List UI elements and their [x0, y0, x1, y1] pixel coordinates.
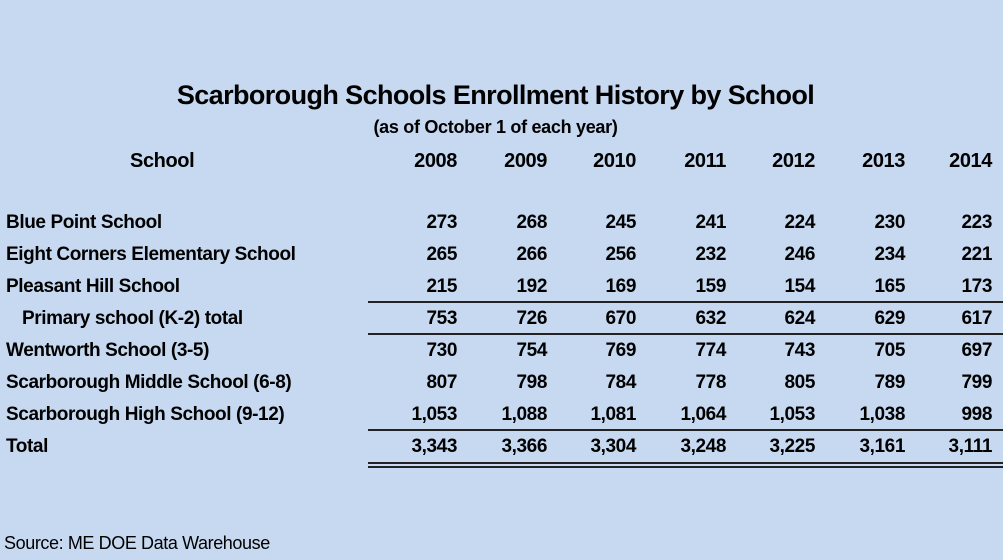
- header-year: 2008: [414, 150, 457, 172]
- enrollment-value: 268: [516, 212, 547, 233]
- school-name: Pleasant Hill School: [6, 276, 180, 297]
- enrollment-value: 998: [961, 404, 992, 425]
- enrollment-value: 3,248: [680, 436, 726, 457]
- table-row: Scarborough High School (9-12) 1,053 1,088…: [0, 400, 1003, 430]
- enrollment-value: 223: [961, 212, 992, 233]
- table-row: Pleasant Hill School 215 192 169 159 154 165 17…: [0, 272, 1003, 302]
- school-name: Blue Point School: [6, 212, 162, 233]
- header-year: 2009: [504, 150, 547, 172]
- enrollment-value: 1,081: [590, 404, 636, 425]
- enrollment-value: 697: [961, 340, 992, 361]
- enrollment-value: 1,088: [501, 404, 547, 425]
- school-name: Total: [6, 436, 48, 457]
- enrollment-value: 798: [516, 372, 547, 393]
- enrollment-value: 232: [695, 244, 726, 265]
- school-name: Wentworth School (3-5): [6, 340, 210, 361]
- header-school: School: [130, 150, 195, 172]
- enrollment-value: 632: [695, 308, 726, 329]
- enrollment-value: 754: [516, 340, 547, 361]
- enrollment-value: 3,225: [769, 436, 815, 457]
- divider-line: [368, 301, 1003, 303]
- enrollment-value: 215: [426, 276, 457, 297]
- enrollment-value: 799: [961, 372, 992, 393]
- enrollment-value: 165: [874, 276, 905, 297]
- table-row: Primary school (K-2) total 753 726 670 632 62…: [0, 304, 1003, 334]
- enrollment-value: 224: [784, 212, 815, 233]
- enrollment-value: 1,053: [411, 404, 457, 425]
- enrollment-value: 273: [426, 212, 457, 233]
- enrollment-value: 789: [874, 372, 905, 393]
- enrollment-value: 234: [874, 244, 905, 265]
- enrollment-value: 3,111: [948, 436, 993, 457]
- enrollment-value: 173: [961, 276, 992, 297]
- enrollment-value: 192: [516, 276, 547, 297]
- header-year: 2013: [862, 150, 905, 172]
- table-row: Total 3,343 3,366 3,304 3,248 3,225 3,161 3,111: [0, 432, 1003, 462]
- enrollment-value: 1,038: [859, 404, 905, 425]
- enrollment-value: 221: [961, 244, 992, 265]
- enrollment-value: 241: [695, 212, 726, 233]
- enrollment-value: 784: [605, 372, 636, 393]
- enrollment-value: 3,343: [411, 436, 457, 457]
- enrollment-value: 753: [426, 308, 457, 329]
- school-name: Eight Corners Elementary School: [6, 244, 296, 265]
- header-year: 2014: [949, 150, 992, 172]
- enrollment-value: 629: [874, 308, 905, 329]
- enrollment-value: 624: [784, 308, 815, 329]
- enrollment-value: 730: [426, 340, 457, 361]
- enrollment-value: 230: [874, 212, 905, 233]
- table-header-row: School 2008 2009 2010 2011 2012 2013 2014: [0, 146, 1003, 176]
- school-name: Scarborough High School (9-12): [6, 404, 285, 425]
- enrollment-value: 169: [605, 276, 636, 297]
- table-row: Wentworth School (3-5) 730 754 769 774 743 705…: [0, 336, 1003, 366]
- enrollment-value: 245: [605, 212, 636, 233]
- enrollment-value: 3,161: [859, 436, 905, 457]
- enrollment-value: 1,064: [680, 404, 726, 425]
- table-row: Scarborough Middle School (6-8) 807 798 784…: [0, 368, 1003, 398]
- enrollment-value: 1,053: [769, 404, 815, 425]
- header-year: 2010: [593, 150, 636, 172]
- enrollment-value: 3,366: [501, 436, 547, 457]
- enrollment-value: 154: [784, 276, 815, 297]
- table-row: Eight Corners Elementary School 265 266 256…: [0, 240, 1003, 270]
- divider-line: [368, 429, 1003, 431]
- enrollment-value: 769: [605, 340, 636, 361]
- source-note: Source: ME DOE Data Warehouse: [4, 533, 270, 553]
- school-name: Primary school (K-2) total: [22, 308, 243, 329]
- double-underline: [368, 466, 1003, 468]
- enrollment-value: 705: [874, 340, 905, 361]
- enrollment-value: 805: [784, 372, 815, 393]
- page-subtitle: (as of October 1 of each year): [373, 117, 618, 137]
- enrollment-value: 159: [695, 276, 726, 297]
- enrollment-value: 774: [695, 340, 726, 361]
- enrollment-value: 3,304: [590, 436, 636, 457]
- enrollment-value: 265: [426, 244, 457, 265]
- table-row: Blue Point School 273 268 245 241 224 230 223: [0, 208, 1003, 238]
- enrollment-value: 617: [961, 308, 992, 329]
- enrollment-value: 778: [695, 372, 726, 393]
- divider-line: [368, 333, 1003, 335]
- double-underline: [368, 462, 1003, 464]
- enrollment-value: 266: [516, 244, 547, 265]
- school-name: Scarborough Middle School (6-8): [6, 372, 292, 393]
- header-year: 2011: [684, 150, 726, 172]
- enrollment-value: 246: [784, 244, 815, 265]
- page-title: Scarborough Schools Enrollment History b…: [176, 80, 815, 110]
- enrollment-value: 670: [605, 308, 636, 329]
- header-year: 2012: [772, 150, 815, 172]
- enrollment-value: 807: [426, 372, 457, 393]
- enrollment-value: 726: [516, 308, 547, 329]
- enrollment-value: 743: [784, 340, 815, 361]
- enrollment-value: 256: [605, 244, 636, 265]
